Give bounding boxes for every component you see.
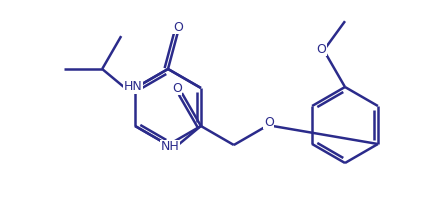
Text: NH: NH [161, 140, 179, 154]
Text: O: O [316, 43, 326, 56]
Text: HN: HN [124, 80, 142, 94]
Text: O: O [264, 115, 273, 129]
Text: O: O [173, 21, 183, 34]
Text: O: O [172, 81, 182, 95]
